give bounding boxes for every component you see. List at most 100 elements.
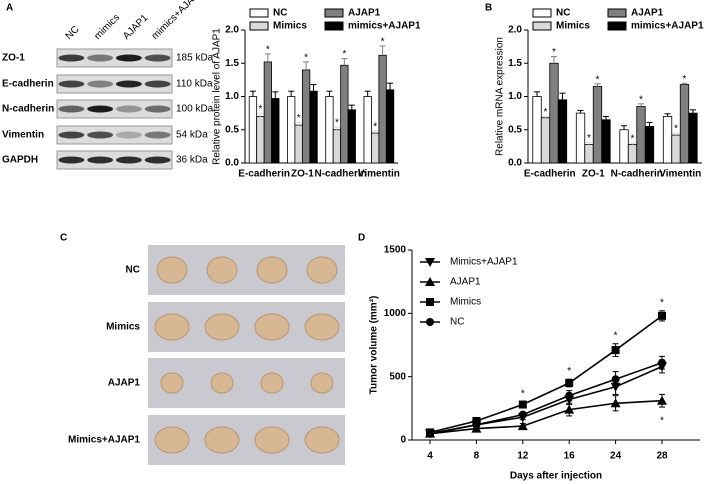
bar [363, 96, 372, 164]
significance: * [258, 104, 262, 115]
error-bar [348, 104, 355, 110]
y-axis-label: Tumor volume (mm³) [369, 296, 380, 395]
point [517, 421, 528, 431]
tumor [204, 313, 240, 341]
significance: * [596, 75, 600, 86]
significance: * [266, 45, 270, 56]
legend-marker [425, 277, 435, 286]
blot-band [144, 156, 171, 164]
blot-band [58, 80, 85, 88]
point [610, 398, 621, 408]
legend-label: AJAP1 [348, 8, 381, 19]
blot-strip [56, 48, 173, 68]
bar [688, 112, 698, 164]
bar [263, 61, 272, 164]
error-bar [681, 82, 688, 85]
blot-band [115, 54, 142, 62]
x-tick-label: E-cadherin [524, 169, 576, 180]
error-bar [288, 90, 295, 97]
size-label: 100 kDa [176, 104, 214, 115]
x-tick-label: 8 [474, 451, 480, 462]
legend-label: Mimics [450, 297, 481, 308]
error-bar [534, 91, 541, 97]
x-tick-label: 24 [610, 451, 622, 462]
series-line [429, 315, 663, 434]
point [565, 391, 574, 400]
bar [378, 54, 387, 164]
bar [575, 112, 586, 164]
legend-swatch [324, 8, 344, 18]
y-tick-label: 2.0 [225, 25, 239, 36]
significance: * [639, 94, 643, 105]
legend-label: Mimics [556, 21, 590, 32]
panel-label: D [358, 233, 365, 244]
bar [256, 116, 265, 164]
tumor [160, 372, 184, 394]
error-bar [594, 83, 601, 87]
size-label: 54 kDa [176, 130, 208, 141]
blot-band [87, 105, 114, 113]
tumor [204, 426, 240, 454]
legend-marker [425, 258, 435, 267]
blot-band [115, 80, 142, 88]
error-bar [341, 58, 348, 66]
panel-label: B [485, 3, 492, 14]
y-tick-label: 1.0 [225, 91, 239, 102]
tumor [256, 256, 288, 284]
significance: * [587, 133, 591, 144]
significance: * [631, 134, 635, 145]
x-tick-label: Vimentin [659, 169, 701, 180]
group-label: NC [126, 265, 140, 276]
point [564, 404, 575, 414]
tumor [210, 372, 234, 394]
y-axis-label: Relative mRNA expression [495, 37, 506, 156]
protein-label: Vimentin [2, 130, 44, 141]
bar [584, 143, 594, 164]
y-tick-label: 0.0 [225, 158, 239, 169]
legend-swatch [607, 8, 627, 18]
bar [601, 119, 611, 164]
blot-band [58, 131, 85, 139]
error-bar [333, 126, 340, 130]
y-tick-label: 1.5 [225, 58, 239, 69]
blot-strip [56, 150, 173, 170]
bar [679, 84, 690, 164]
legend-swatch [249, 21, 269, 31]
error-bar [364, 90, 371, 97]
tumor [304, 313, 340, 341]
point [518, 400, 527, 409]
bar [557, 99, 568, 164]
significance: * [674, 124, 678, 135]
error-bar [637, 103, 644, 107]
point [658, 358, 666, 367]
y-tick-label: 1500 [384, 245, 407, 256]
error-bar [689, 109, 696, 114]
size-label: 110 kDa [176, 79, 213, 90]
significance: * [660, 416, 664, 427]
legend-swatch [532, 8, 552, 18]
error-bar [264, 53, 271, 62]
blot-band [144, 80, 171, 88]
series-line [429, 399, 663, 435]
significance: * [297, 113, 301, 124]
blot-strip [56, 74, 173, 94]
bar [347, 109, 356, 164]
significance: * [335, 118, 339, 129]
error-bar [673, 132, 680, 136]
y-tick-label: 0 [400, 435, 406, 446]
error-bar [559, 92, 566, 100]
bar [636, 106, 646, 164]
group-label: Mimics [106, 322, 140, 333]
blot-band [87, 54, 114, 62]
tumor [310, 372, 334, 394]
error-bar [602, 115, 609, 120]
significance: * [381, 37, 385, 48]
blot-band [87, 131, 114, 139]
error-bar [586, 141, 593, 145]
tumor-photos: NC Mimics AJAP1 Mimics+AJAP1 [68, 245, 345, 465]
error-bar [257, 112, 264, 117]
bar [662, 116, 673, 164]
bar [385, 89, 395, 164]
error-bar [629, 142, 636, 145]
